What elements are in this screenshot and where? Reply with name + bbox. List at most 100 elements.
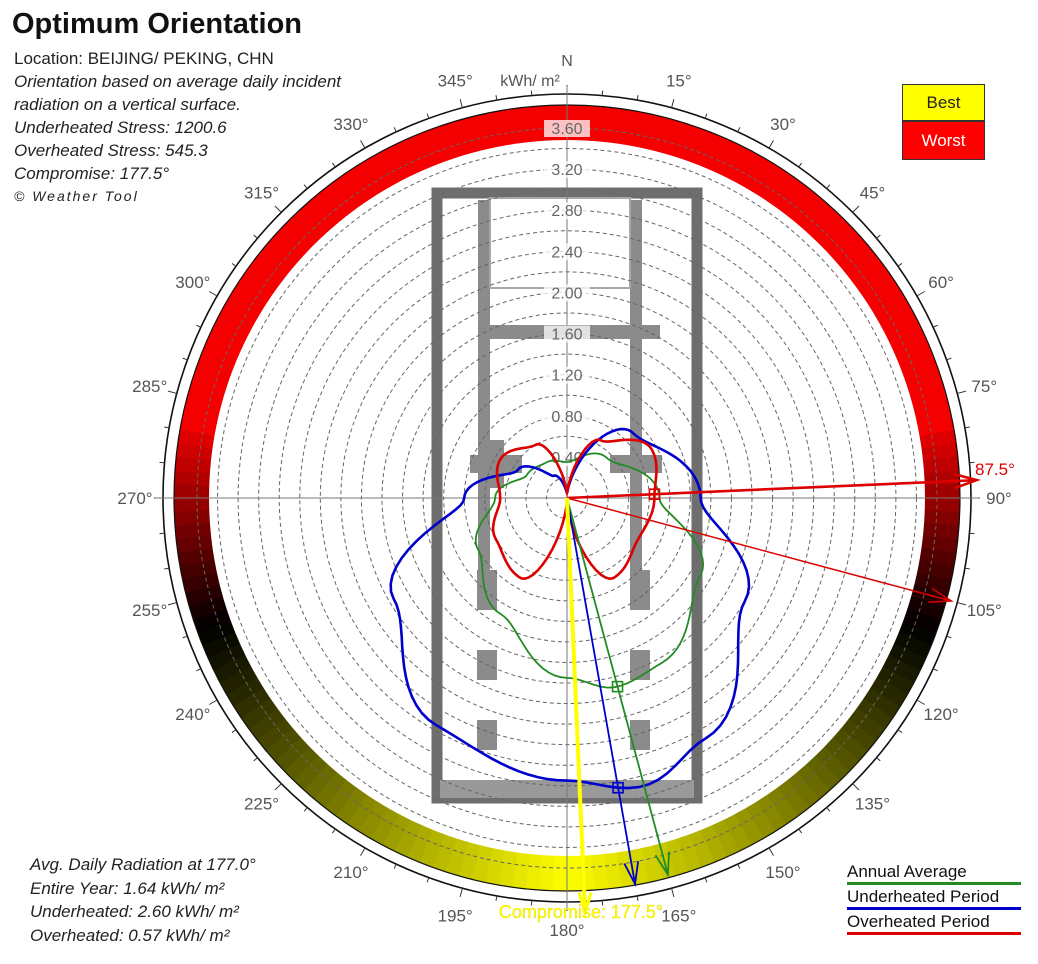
angle-label: 75° bbox=[971, 377, 997, 396]
ring-segment bbox=[219, 664, 257, 695]
legend-underheated-label: Underheated Period bbox=[847, 887, 1000, 906]
series-curve-annual-average bbox=[474, 452, 705, 689]
ring-segment bbox=[903, 363, 942, 389]
angle-tick bbox=[209, 291, 218, 297]
ring-segment bbox=[805, 755, 841, 791]
ring-segment bbox=[876, 666, 914, 696]
angle-tick bbox=[946, 635, 952, 639]
ring-segment bbox=[233, 277, 271, 309]
ring-segment bbox=[898, 620, 937, 647]
ring-segment bbox=[405, 824, 433, 863]
ring-segment bbox=[590, 854, 609, 891]
ring-segment bbox=[712, 138, 741, 177]
angle-label: 315° bbox=[244, 184, 279, 203]
ring-segment bbox=[248, 707, 285, 740]
radial-tick-label: 2.80 bbox=[551, 203, 582, 220]
angle-tick bbox=[164, 567, 170, 570]
ring-segment bbox=[840, 718, 877, 752]
angle-tick bbox=[964, 426, 970, 429]
angle-tick bbox=[253, 757, 258, 762]
ring-segment bbox=[919, 429, 957, 450]
angle-tick bbox=[495, 95, 498, 101]
ring-segment bbox=[241, 265, 279, 298]
compromise-text: Compromise: 177.5° bbox=[14, 164, 170, 183]
ring-segment bbox=[192, 607, 231, 633]
avg-radiation-panel: Avg. Daily Radiation at 177.0° Entire Ye… bbox=[30, 853, 256, 947]
ring-segment bbox=[664, 838, 689, 877]
ring-segment bbox=[226, 288, 265, 319]
ring-segment bbox=[225, 675, 264, 707]
angle-tick bbox=[964, 567, 970, 570]
radial-tick-label: 2.40 bbox=[551, 244, 582, 261]
angle-tick bbox=[946, 357, 952, 361]
ring-segment bbox=[176, 534, 213, 553]
overheated-stress: Overheated Stress: 545.3 bbox=[14, 141, 208, 160]
secondary-overheated-arrow bbox=[566, 497, 952, 602]
ring-segment bbox=[381, 813, 411, 852]
plan-pier bbox=[630, 570, 650, 610]
angle-label: 105° bbox=[967, 601, 1002, 620]
radial-label-bg bbox=[544, 366, 590, 384]
ring-segment bbox=[551, 855, 567, 891]
plan-wall bbox=[478, 200, 490, 590]
ring-segment bbox=[863, 687, 901, 719]
ring-segment bbox=[923, 456, 960, 475]
ring-segment bbox=[689, 128, 716, 167]
description-line-2: radiation on a vertical surface. bbox=[14, 95, 241, 114]
radial-label-bg bbox=[544, 284, 590, 302]
angle-label: 210° bbox=[333, 863, 368, 882]
angle-label: 285° bbox=[132, 377, 167, 396]
ring-segment bbox=[877, 301, 915, 332]
legend-overheated-line bbox=[847, 932, 1021, 935]
angle-tick bbox=[426, 113, 430, 119]
ring-segment bbox=[824, 224, 860, 260]
ring-segment bbox=[458, 116, 482, 154]
ring-segment bbox=[202, 630, 240, 658]
radial-tick-label: 0.80 bbox=[551, 409, 582, 426]
radial-label-bg bbox=[544, 407, 590, 425]
plan-pier bbox=[488, 440, 504, 488]
ring-segment bbox=[902, 608, 941, 634]
ring-segment bbox=[512, 107, 531, 144]
ring-segment bbox=[921, 443, 958, 462]
ring-segment bbox=[445, 119, 470, 158]
ring-segment bbox=[924, 498, 960, 514]
ring-segment bbox=[882, 654, 921, 684]
angle-tick bbox=[274, 783, 282, 791]
best-swatch: Best bbox=[902, 84, 985, 121]
ring-segment bbox=[265, 234, 302, 268]
ring-segment bbox=[888, 325, 927, 354]
angle-tick bbox=[459, 888, 463, 898]
angle-tick bbox=[196, 324, 202, 328]
ring-segment bbox=[174, 469, 210, 486]
ring-segment bbox=[677, 124, 703, 163]
ring-segment bbox=[188, 595, 227, 620]
ring-segment bbox=[863, 278, 902, 310]
ring-segment bbox=[407, 133, 435, 171]
ring-segment bbox=[735, 151, 765, 189]
angle-tick bbox=[876, 757, 881, 762]
ring-segment bbox=[304, 196, 338, 232]
ring-segment bbox=[833, 235, 869, 269]
compromise-arrow-head bbox=[577, 892, 593, 918]
ring-segment bbox=[394, 138, 423, 177]
angle-tick bbox=[182, 635, 188, 639]
angle-tick bbox=[393, 127, 397, 133]
ring-segment bbox=[869, 677, 908, 708]
angle-tick bbox=[636, 95, 639, 101]
angle-label: 30° bbox=[770, 115, 796, 134]
ring-segment bbox=[796, 764, 830, 800]
ring-segment bbox=[755, 794, 787, 833]
ring-segment bbox=[179, 414, 218, 436]
radial-label-bg bbox=[544, 325, 590, 343]
ring-segment bbox=[293, 754, 328, 791]
scale-ring bbox=[174, 105, 960, 891]
angle-label: 255° bbox=[132, 601, 167, 620]
angle-label: 120° bbox=[924, 705, 959, 724]
ring-segment bbox=[174, 455, 212, 474]
north-label: N bbox=[561, 53, 573, 70]
angle-label: 195° bbox=[438, 906, 473, 925]
angle-label: 45° bbox=[860, 184, 886, 203]
angle-tick bbox=[704, 113, 708, 119]
